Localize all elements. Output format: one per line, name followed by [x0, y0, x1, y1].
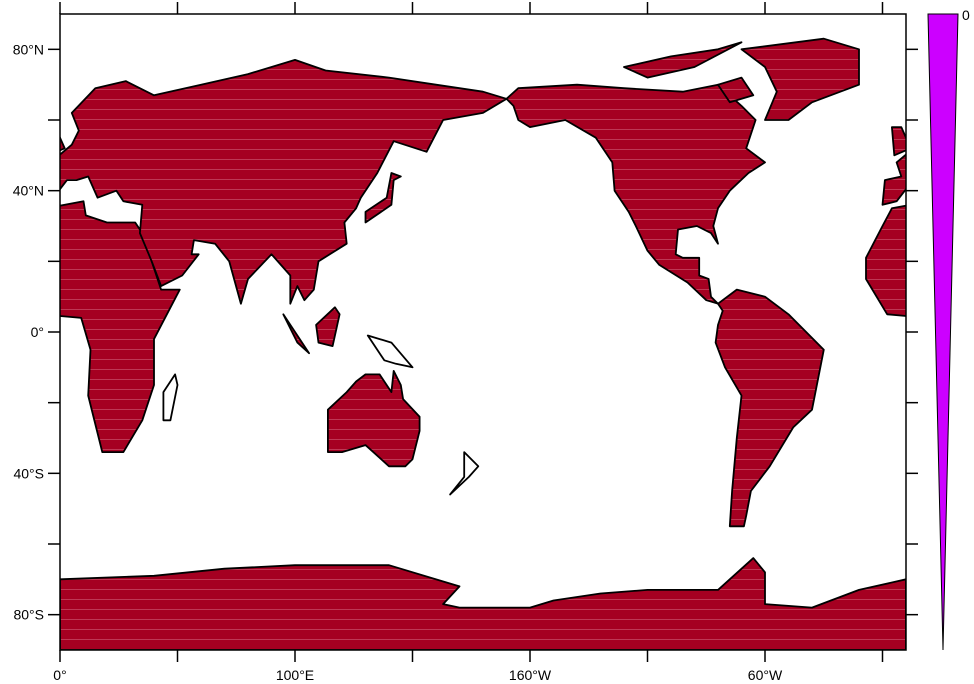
landmass-nz — [449, 451, 480, 496]
colorbar-label: 0 — [962, 7, 970, 23]
landmass-uk — [60, 135, 66, 152]
colorbar: 0 — [927, 7, 970, 651]
landmass-madagascar — [162, 373, 179, 422]
y-tick-label: 0° — [31, 324, 44, 340]
landmass-arctic — [623, 41, 743, 79]
landmass-namerica — [505, 83, 766, 305]
land-mask — [60, 37, 906, 650]
landmass-uk — [891, 126, 906, 157]
landmass-newguinea — [366, 334, 414, 369]
landmass-greenland — [740, 37, 860, 121]
landmass-eurasia — [60, 59, 508, 305]
landmass-sumatra — [282, 313, 311, 355]
axis-ticks: 0° 100°E 160°W 60°W 80°N 40°N 0° 40°S 80°S — [13, 2, 918, 683]
y-tick-label: 40°N — [13, 183, 44, 199]
landmass-borneo — [315, 306, 341, 348]
x-tick-label: 60°W — [748, 667, 783, 683]
landmass-africa — [60, 200, 181, 454]
landmass-australia — [326, 369, 421, 468]
y-tick-label: 80°N — [13, 41, 44, 57]
colorbar-triangle — [927, 13, 959, 651]
landmass-antarctica — [60, 557, 906, 650]
y-tick-label: 40°S — [13, 465, 44, 481]
landmass-samerica — [714, 288, 825, 528]
x-tick-label: 100°E — [276, 667, 314, 683]
x-tick-label: 0° — [53, 667, 66, 683]
x-tick-label: 160°W — [509, 667, 552, 683]
landmass-japan — [364, 172, 402, 224]
landmass-africa — [865, 204, 906, 317]
y-tick-label: 80°S — [13, 607, 44, 623]
landmass-eurasia — [881, 153, 906, 206]
landmass-baffin — [717, 76, 755, 104]
landmass-antarctica — [905, 578, 906, 650]
